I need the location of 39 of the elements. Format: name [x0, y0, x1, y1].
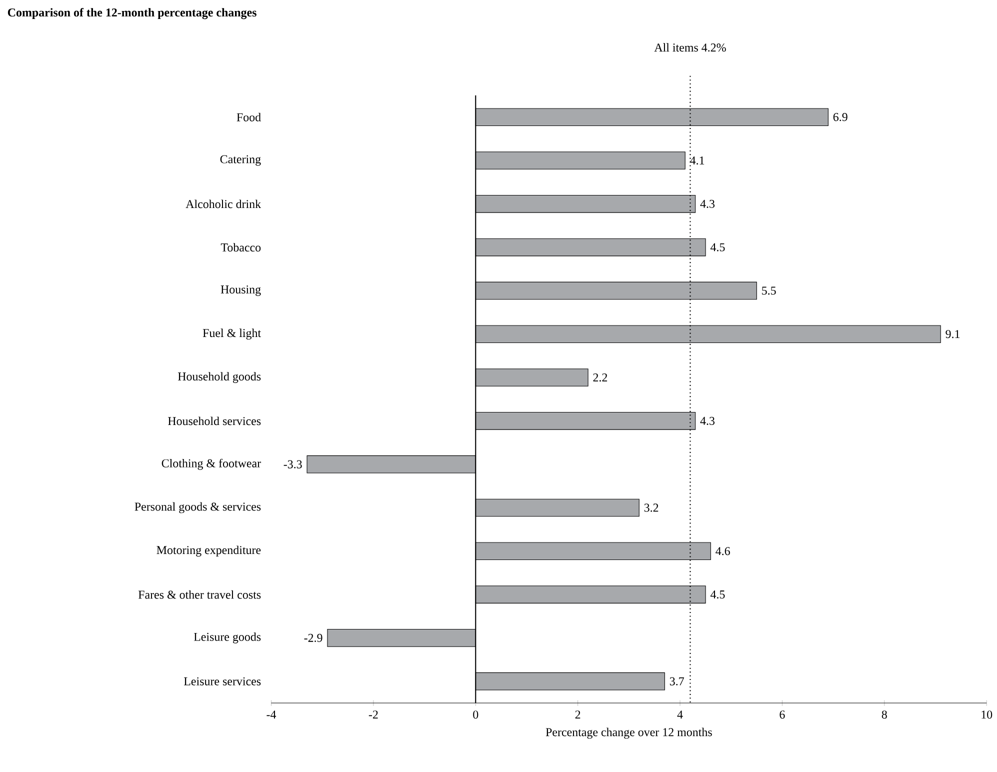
x-tick-label: -4 — [266, 710, 276, 719]
ref-line-label: All items 4.2% — [654, 43, 726, 52]
x-axis-title: Percentage change over 12 months — [546, 728, 712, 739]
x-tick-label: -2 — [368, 710, 378, 719]
data-label: 9.1 — [946, 330, 960, 338]
data-label: 3.2 — [644, 504, 658, 512]
y-tick-label: Tobacco — [220, 243, 261, 252]
x-tick-label: 0 — [473, 710, 478, 719]
data-label: 4.3 — [700, 416, 715, 426]
y-tick-label: Food — [236, 112, 261, 122]
data-label: 4.5 — [710, 243, 725, 252]
data-label: -2.9 — [304, 634, 322, 642]
text: Comparison of the 12-month percentage changes — [8, 8, 256, 20]
y-tick-label: Household goods — [178, 372, 261, 384]
y-tick-label: Clothing & footwear — [162, 458, 261, 470]
data-label: 4.5 — [710, 590, 725, 599]
y-tick-label: Leisure services — [184, 677, 261, 686]
data-label: -3.3 — [284, 460, 302, 468]
y-tick-label: Catering — [220, 155, 261, 166]
data-label: 6.9 — [833, 113, 848, 122]
y-tick-label: Leisure goods — [194, 632, 261, 644]
data-label: 2.2 — [593, 374, 608, 382]
x-tick-label: 10 — [982, 710, 992, 719]
y-tick-label: Motoring expenditure — [156, 546, 261, 557]
data-label: 4.6 — [716, 547, 730, 556]
data-label: 4.3 — [700, 200, 715, 208]
x-tick-label: 8 — [882, 710, 887, 719]
data-label: 5.5 — [762, 286, 776, 295]
y-tick-label: Alcoholic drink — [186, 200, 262, 208]
x-tick-label: 6 — [780, 710, 785, 719]
x-tick-label: 4 — [677, 710, 683, 719]
data-label: 3.7 — [670, 677, 684, 686]
y-tick-label: Fuel & light — [202, 328, 261, 340]
x-tick-label: 2 — [575, 710, 580, 719]
y-tick-label: Housing — [220, 286, 261, 296]
y-tick-label: Personal goods & services — [134, 502, 261, 514]
data-label: 4.1 — [690, 156, 704, 165]
y-tick-label: Fares & other travel costs — [138, 590, 261, 599]
y-tick-label: Household services — [168, 416, 261, 426]
